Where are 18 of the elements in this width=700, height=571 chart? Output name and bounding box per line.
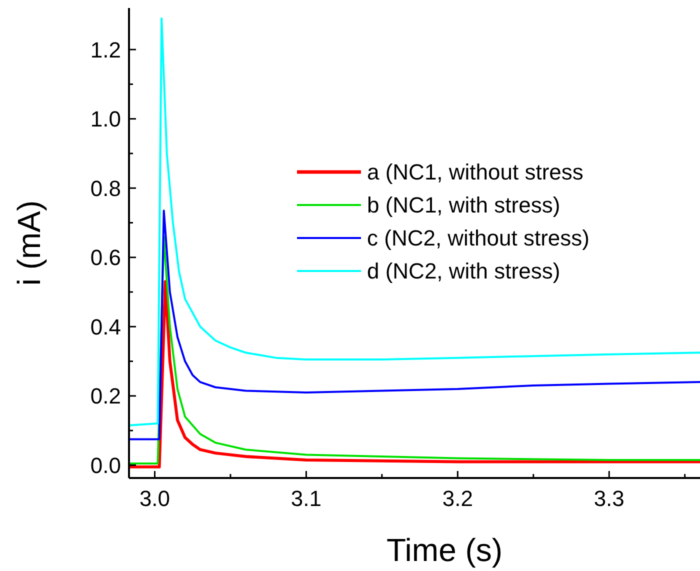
y-axis-title: i (mA) (11, 200, 47, 286)
x-tick-label: 3.3 (594, 486, 624, 511)
legend-label: a (NC1, without stress (367, 160, 584, 185)
line-series (128, 17, 700, 426)
y-tick-label: 0.2 (90, 384, 121, 409)
x-tick-label: 3.0 (139, 486, 170, 511)
y-tick-label: 0.4 (90, 314, 121, 340)
x-tick-label: 3.2 (442, 486, 473, 511)
text: 0.0 (90, 452, 121, 478)
y-tick-label: 1.2 (90, 37, 121, 62)
text: 1.0 (90, 106, 121, 132)
y-tick-label: 0.8 (90, 176, 121, 201)
y-tick-label: 0.6 (90, 245, 121, 270)
x-axis-title: Time (s) (386, 532, 503, 568)
legend-label: b (NC1, with stress) (367, 192, 560, 218)
legend-label: c (NC2, without stress) (367, 226, 590, 251)
x-tick-label: 3.1 (290, 486, 322, 511)
legend-label: d (NC2, with stress) (367, 258, 560, 284)
